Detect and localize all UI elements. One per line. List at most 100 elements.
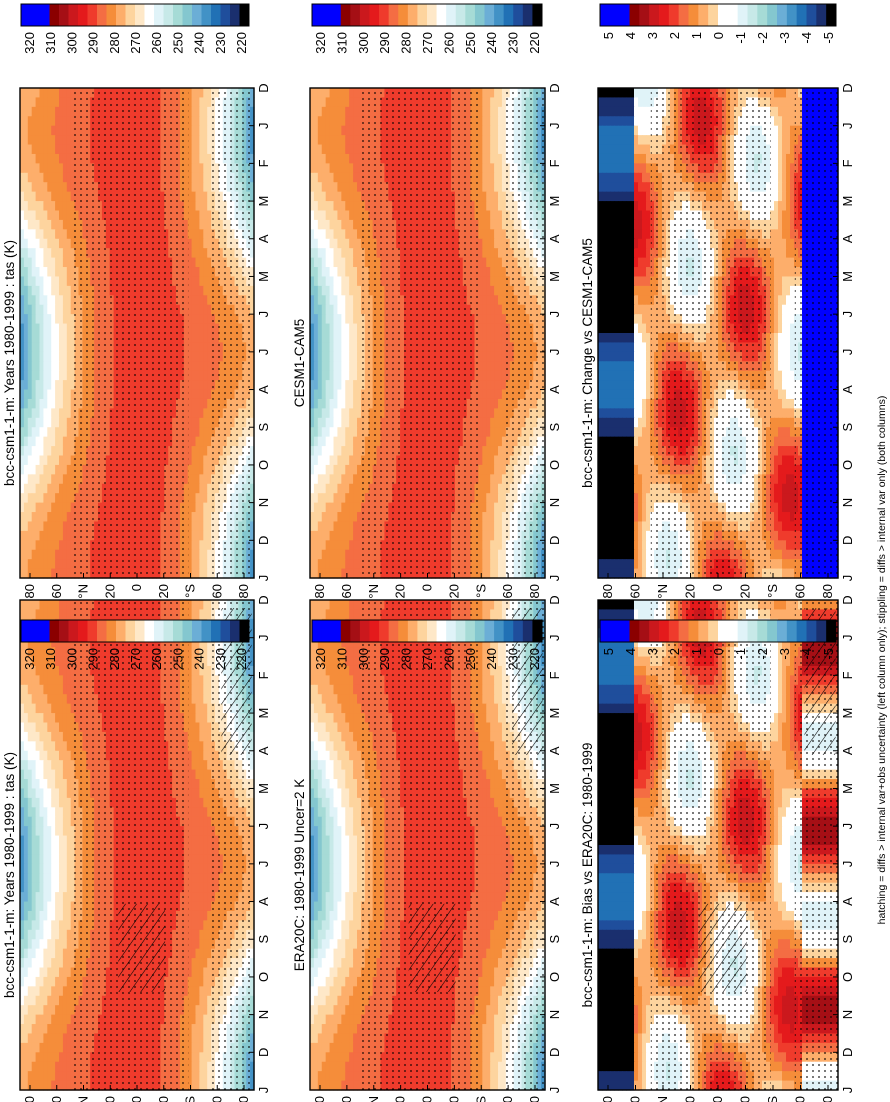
heat-cell — [32, 600, 37, 610]
heat-cell — [36, 201, 41, 211]
heat-cell — [203, 685, 208, 695]
heat-cell — [207, 788, 212, 798]
heat-cell — [67, 854, 72, 864]
heat-cell — [24, 88, 29, 98]
heat-cell — [192, 996, 197, 1006]
heat-cell — [199, 248, 204, 258]
heat-cell — [55, 286, 60, 296]
heat-cell — [203, 1043, 208, 1053]
hatching-overlay — [118, 904, 165, 992]
heat-cell — [196, 1043, 201, 1053]
heat-cell — [55, 713, 60, 723]
heat-cell — [40, 220, 45, 230]
heat-cell — [43, 732, 48, 742]
heat-cell — [28, 930, 33, 940]
heat-cell — [67, 258, 72, 268]
heat-cell — [207, 986, 212, 996]
heat-cell — [196, 817, 201, 827]
heat-cell — [43, 704, 48, 714]
heat-cell — [36, 88, 41, 98]
heat-cell — [43, 694, 48, 704]
month-label: J — [256, 1087, 271, 1094]
colorbar-swatch — [116, 620, 126, 642]
heat-cell — [24, 145, 29, 155]
heat-cell — [196, 685, 201, 695]
heat-cell — [199, 694, 204, 704]
heat-cell — [55, 267, 60, 277]
heat-cell — [67, 836, 72, 846]
heat-cell — [47, 145, 52, 155]
heat-cell — [196, 305, 201, 315]
heat-cell — [199, 342, 204, 352]
heat-cell — [192, 211, 197, 221]
heat-cell — [207, 324, 212, 334]
heat-cell — [199, 361, 204, 371]
heat-cell — [28, 1043, 33, 1053]
heat-cell — [67, 723, 72, 733]
heat-cell — [192, 864, 197, 874]
heat-cell — [207, 770, 212, 780]
heat-cell — [36, 996, 41, 1006]
heat-cell — [63, 107, 68, 117]
heat-cell — [203, 1071, 208, 1081]
heat-cell — [207, 342, 212, 352]
heat-cell — [207, 248, 212, 258]
heat-cell — [43, 751, 48, 761]
heat-cell — [51, 97, 56, 107]
colorbar-label: 300 — [64, 648, 79, 670]
heat-cell — [63, 1005, 68, 1015]
heat-cell — [63, 229, 68, 239]
heat-cell — [67, 239, 72, 249]
heat-cell — [28, 154, 33, 164]
heat-cell — [67, 342, 72, 352]
heat-cell — [28, 361, 33, 371]
heat-cell — [199, 1033, 204, 1043]
heat-cell — [55, 201, 60, 211]
heat-cell — [51, 770, 56, 780]
heat-cell — [196, 996, 201, 1006]
heat-cell — [40, 1043, 45, 1053]
heat-cell — [196, 1062, 201, 1072]
heat-cell — [63, 854, 68, 864]
colorbar-label: 260 — [149, 648, 164, 670]
heat-cell — [36, 609, 41, 619]
heat-cell — [43, 1071, 48, 1081]
heat-cell — [51, 751, 56, 761]
heat-cell — [24, 685, 29, 695]
heat-cell — [24, 751, 29, 761]
heat-cell — [67, 1052, 72, 1062]
heat-cell — [199, 276, 204, 286]
heat-cell — [192, 1015, 197, 1025]
heat-cell — [40, 751, 45, 761]
heat-cell — [67, 732, 72, 742]
heat-cell — [67, 600, 72, 610]
heat-cell — [192, 883, 197, 893]
heat-cell — [196, 145, 201, 155]
heat-cell — [192, 1052, 197, 1062]
heat-cell — [51, 314, 56, 324]
heat-cell — [192, 239, 197, 249]
heat-cell — [199, 126, 204, 136]
heat-cell — [203, 361, 208, 371]
heat-cell — [36, 704, 41, 714]
colorbar-swatch — [154, 620, 164, 642]
heat-cell — [199, 305, 204, 315]
heat-cell — [199, 770, 204, 780]
heat-cell — [51, 1015, 56, 1025]
heat-cell — [59, 760, 64, 770]
heat-cell — [59, 1071, 64, 1081]
heat-cell — [196, 675, 201, 685]
heat-cell — [47, 211, 52, 221]
heat-cell — [203, 902, 208, 912]
heat-cell — [51, 145, 56, 155]
heat-cell — [59, 807, 64, 817]
heat-cell — [43, 977, 48, 987]
heat-cell — [24, 239, 29, 249]
heat-cell — [55, 892, 60, 902]
heat-cell — [40, 836, 45, 846]
heat-cell — [63, 836, 68, 846]
heat-cell — [203, 211, 208, 221]
heat-cell — [59, 817, 64, 827]
heat-cell — [40, 126, 45, 136]
heat-cell — [36, 873, 41, 883]
